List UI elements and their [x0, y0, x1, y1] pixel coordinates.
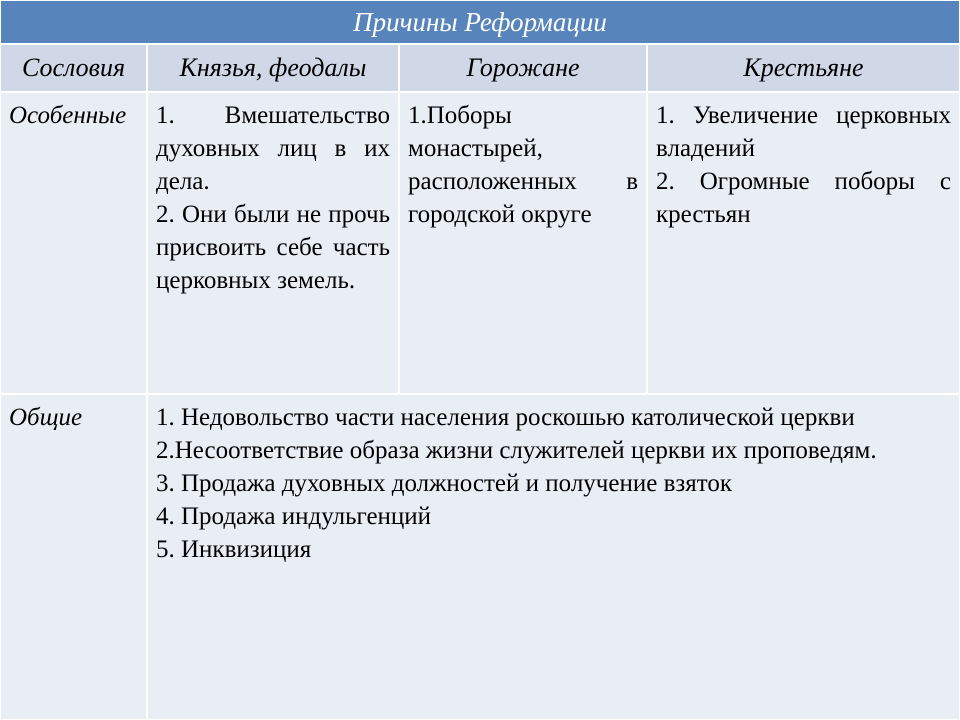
table-row: Общие 1. Недовольство части населения ро…	[0, 394, 960, 720]
row-label-common: Общие	[0, 394, 147, 720]
cell-special-princes: 1. Вмешательство духовных лиц в их дела.…	[147, 92, 399, 394]
cell-common-merged: 1. Недовольство части населения роскошью…	[147, 394, 960, 720]
table-title: Причины Реформации	[0, 0, 960, 44]
table-row: Особенные 1. Вмешательство духовных лиц …	[0, 92, 960, 394]
reformation-causes-table: Причины Реформации Сословия Князья, феод…	[0, 0, 960, 720]
cell-special-townspeople: 1.Поборы монастырей, расположенных в гор…	[399, 92, 647, 394]
table-title-text: Причины Реформации	[353, 7, 607, 38]
col-header-townspeople: Горожане	[399, 44, 647, 92]
row-label-special: Особенные	[0, 92, 147, 394]
table-header-row: Сословия Князья, феодалы Горожане Кресть…	[0, 44, 960, 92]
cell-special-peasants: 1. Увеличение церковных владений2. Огром…	[647, 92, 960, 394]
col-header-peasants: Крестьяне	[647, 44, 960, 92]
col-header-princes: Князья, феодалы	[147, 44, 399, 92]
col-header-estates: Сословия	[0, 44, 147, 92]
